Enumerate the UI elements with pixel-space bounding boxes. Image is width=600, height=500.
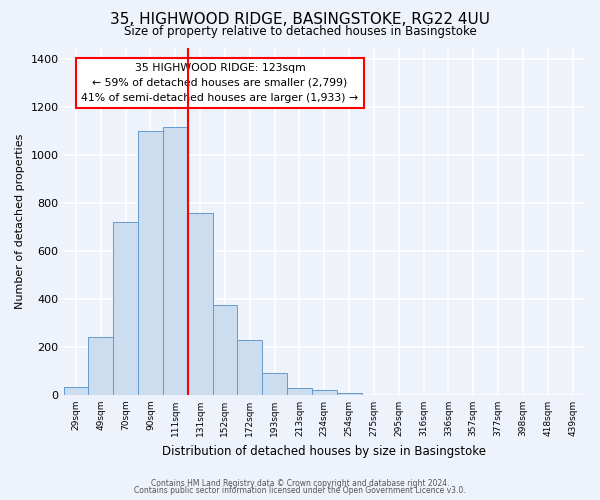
Bar [212, 305, 238, 395]
Text: 35, HIGHWOOD RIDGE, BASINGSTOKE, RG22 4UU: 35, HIGHWOOD RIDGE, BASINGSTOKE, RG22 4U… [110, 12, 490, 28]
Y-axis label: Number of detached properties: Number of detached properties [15, 134, 25, 309]
Text: Contains HM Land Registry data © Crown copyright and database right 2024.: Contains HM Land Registry data © Crown c… [151, 478, 449, 488]
Bar [287, 388, 312, 395]
Bar [188, 213, 212, 395]
Bar [113, 222, 138, 395]
Bar [238, 340, 262, 395]
Bar [312, 390, 337, 395]
Bar [88, 338, 113, 395]
Text: Contains public sector information licensed under the Open Government Licence v3: Contains public sector information licen… [134, 486, 466, 495]
Bar [64, 386, 88, 395]
Bar [138, 132, 163, 395]
Bar [337, 392, 362, 395]
Text: 35 HIGHWOOD RIDGE: 123sqm
← 59% of detached houses are smaller (2,799)
41% of se: 35 HIGHWOOD RIDGE: 123sqm ← 59% of detac… [82, 63, 359, 102]
Bar [163, 126, 188, 395]
Text: Size of property relative to detached houses in Basingstoke: Size of property relative to detached ho… [124, 25, 476, 38]
X-axis label: Distribution of detached houses by size in Basingstoke: Distribution of detached houses by size … [162, 444, 486, 458]
Bar [262, 374, 287, 395]
